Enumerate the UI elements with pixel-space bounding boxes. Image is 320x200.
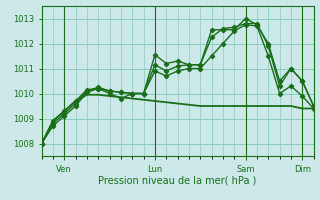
X-axis label: Pression niveau de la mer( hPa ): Pression niveau de la mer( hPa ) <box>99 175 257 185</box>
